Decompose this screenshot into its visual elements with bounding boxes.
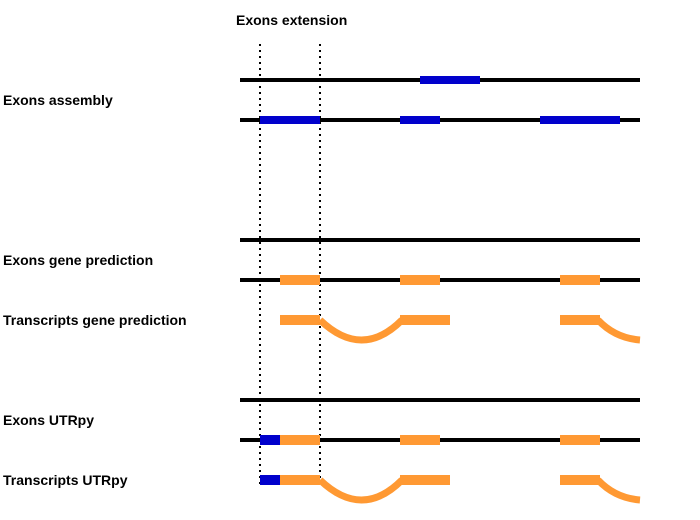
predicted-exon	[400, 275, 440, 285]
assembly-exon	[420, 76, 480, 84]
exons-assembly-label: Exons assembly	[3, 92, 113, 108]
transcripts-utrpy-label: Transcripts UTRpy	[3, 472, 128, 488]
predicted-exon	[560, 275, 600, 285]
intron-arc	[317, 477, 405, 504]
diagram-title: Exons extension	[236, 12, 348, 28]
transcripts-gene-prediction-label: Transcripts gene prediction	[3, 312, 187, 328]
assembly-exon	[260, 116, 320, 124]
utrpy-exon	[280, 435, 320, 445]
intron-arc	[595, 317, 641, 344]
utrpy-transcript-exon	[560, 475, 600, 485]
utrpy-exon	[400, 435, 440, 445]
intron-arc	[595, 477, 641, 504]
predicted-exon	[280, 275, 320, 285]
intron-arc	[317, 317, 405, 344]
transcript-exon	[560, 315, 600, 325]
utrpy-exon	[560, 435, 600, 445]
transcript-exon	[280, 315, 320, 325]
utrpy-transcript-exon	[280, 475, 320, 485]
utr-extension	[260, 435, 280, 445]
assembly-exon	[400, 116, 440, 124]
exons-utrpy-label: Exons UTRpy	[3, 412, 95, 428]
utr-extension	[260, 475, 280, 485]
utrpy-transcript-exon	[400, 475, 450, 485]
transcript-exon	[400, 315, 450, 325]
exons-gene-prediction-label: Exons gene prediction	[3, 252, 154, 268]
assembly-exon	[540, 116, 620, 124]
